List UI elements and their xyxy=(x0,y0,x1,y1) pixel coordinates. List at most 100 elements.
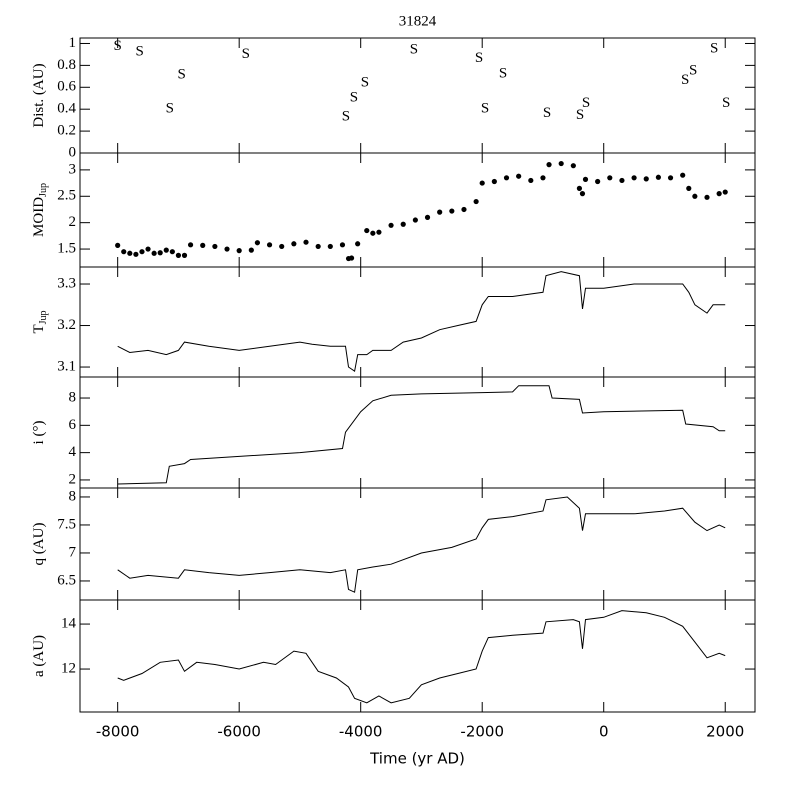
marker: S xyxy=(113,38,121,54)
point xyxy=(169,249,175,255)
panel-frame xyxy=(79,599,756,713)
chart-title: 31824 xyxy=(399,13,437,29)
point xyxy=(348,255,355,261)
marker: S xyxy=(681,72,689,88)
marker: S xyxy=(475,50,483,66)
y-tick-label: 7.5 xyxy=(57,516,76,532)
panel-frame xyxy=(79,152,756,268)
y-tick-label: 3.2 xyxy=(57,317,76,333)
point xyxy=(200,242,206,248)
y-axis-label-sub: Jup xyxy=(38,183,49,197)
y-tick-label: 12 xyxy=(61,660,76,676)
y-tick-label: 1.5 xyxy=(57,240,76,256)
y-tick-label: 0.8 xyxy=(57,57,76,73)
point xyxy=(327,243,333,250)
line xyxy=(117,385,726,485)
y-tick-label: 6.5 xyxy=(57,572,76,588)
point xyxy=(254,240,261,246)
point xyxy=(479,180,485,186)
point xyxy=(303,239,309,245)
point xyxy=(248,247,254,253)
point xyxy=(631,175,637,181)
point xyxy=(570,163,576,169)
marker: S xyxy=(689,62,697,78)
x-axis-label: Time (yr AD) xyxy=(369,750,465,768)
y-axis-label-main: a (AU) xyxy=(31,635,47,677)
point xyxy=(546,162,552,168)
point xyxy=(686,185,692,191)
point xyxy=(607,175,613,181)
y-axis-label: Dist. (AU) xyxy=(31,63,47,127)
point xyxy=(655,174,661,180)
point xyxy=(680,172,686,178)
y-tick-label: 3.1 xyxy=(57,358,76,374)
y-tick-label: 0.4 xyxy=(57,101,76,117)
marker: S xyxy=(166,101,174,117)
point xyxy=(704,194,710,200)
point xyxy=(370,230,376,236)
point xyxy=(449,208,455,214)
x-tick-label: -6000 xyxy=(217,723,261,741)
y-tick-label: 0 xyxy=(69,144,77,160)
y-tick-label: 3 xyxy=(69,161,77,177)
y-axis-label: i (°) xyxy=(31,421,47,445)
marker: S xyxy=(576,107,584,123)
point xyxy=(127,250,133,256)
point xyxy=(163,247,169,253)
point xyxy=(667,175,674,181)
y-tick-label: 0.2 xyxy=(57,123,76,139)
point xyxy=(133,251,139,257)
y-tick-label: 8 xyxy=(69,389,77,405)
marker: S xyxy=(481,101,489,117)
point xyxy=(540,175,546,181)
marker: S xyxy=(350,90,358,106)
y-axis-label-main: Dist. (AU) xyxy=(31,63,47,127)
point xyxy=(516,173,522,179)
point xyxy=(187,242,194,248)
marker: S xyxy=(582,95,590,111)
point xyxy=(491,178,497,185)
point xyxy=(528,177,534,184)
point xyxy=(595,178,601,185)
point xyxy=(339,242,346,248)
line xyxy=(117,271,726,373)
y-tick-label: 2 xyxy=(69,214,77,230)
point xyxy=(266,242,273,248)
line xyxy=(117,496,726,593)
y-tick-label: 8 xyxy=(69,488,77,504)
y-axis-label-main: i (°) xyxy=(31,421,47,445)
point xyxy=(716,191,722,197)
point xyxy=(576,185,583,191)
point xyxy=(236,248,242,254)
x-tick-label: -4000 xyxy=(339,723,383,741)
y-axis-label: MOIDJup xyxy=(31,183,49,237)
y-tick-label: 1 xyxy=(69,35,77,51)
y-tick-label: 2 xyxy=(69,471,77,487)
point xyxy=(412,217,418,223)
point xyxy=(376,229,382,235)
x-tick-label: -2000 xyxy=(460,723,504,741)
point xyxy=(364,227,370,234)
point xyxy=(582,176,589,182)
point xyxy=(558,160,564,167)
point xyxy=(151,250,157,256)
panel-frame xyxy=(79,487,756,601)
point xyxy=(424,214,431,220)
point xyxy=(115,242,121,248)
point xyxy=(291,241,297,247)
point xyxy=(175,252,182,258)
y-axis-label-main: MOID xyxy=(31,197,47,237)
point xyxy=(388,222,394,228)
marker: S xyxy=(342,108,350,124)
marker: S xyxy=(135,44,143,60)
y-axis-label: TJup xyxy=(31,310,49,333)
point xyxy=(461,206,467,213)
y-axis-label-sub: Jup xyxy=(38,310,49,324)
point xyxy=(145,246,151,252)
x-tick-label: 0 xyxy=(599,723,609,741)
point xyxy=(503,175,510,181)
y-axis-label-main: q (AU) xyxy=(31,523,47,566)
point xyxy=(224,246,230,252)
marker: S xyxy=(410,41,418,57)
